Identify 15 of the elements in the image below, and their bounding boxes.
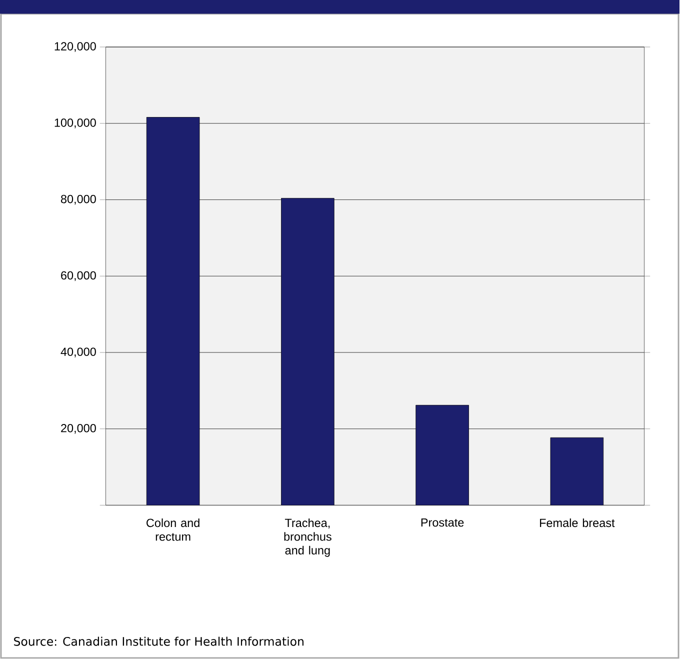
x-tick-label: Female breast [540,518,615,528]
x-tick-label: Trachea, bronchus and lung [284,518,332,557]
y-tick-label: 60,000 [61,271,96,281]
bar [550,437,604,506]
source-note: Source: Canadian Institute for Health Information [14,636,304,646]
y-tick-label: 80,000 [60,194,96,205]
bar [416,405,469,506]
x-tick-label: Prostate [421,518,464,527]
y-tick-label: 100,000 [54,118,96,128]
bar [281,198,334,506]
y-tick-label: 20,000 [61,424,96,434]
y-tick-label: 40,000 [60,348,96,358]
x-tick-label: Colon and rectum [146,518,200,541]
bar [146,117,200,506]
y-tick-label: 120,000 [54,42,96,52]
